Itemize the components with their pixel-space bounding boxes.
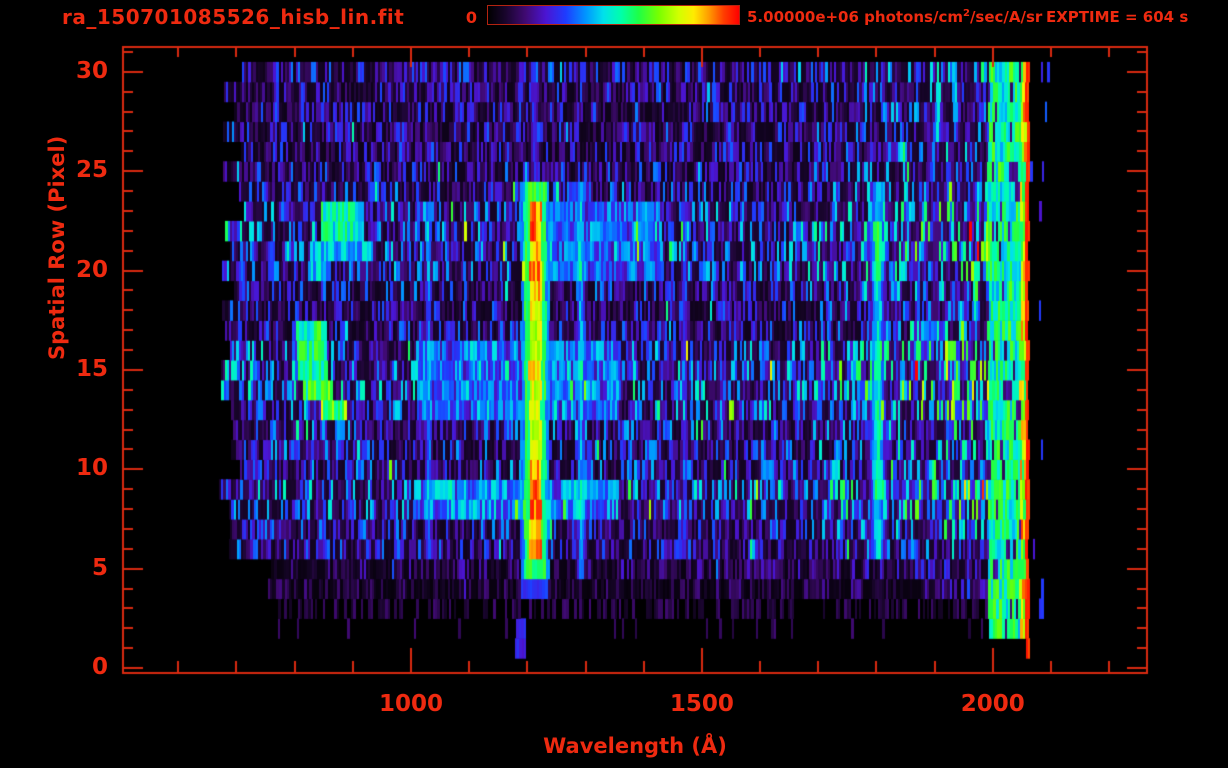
y-tick-label: 30 — [75, 57, 108, 84]
y-tick-label: 5 — [91, 554, 108, 581]
x-tick-label: 1500 — [669, 691, 734, 717]
x-tick-label: 1000 — [378, 691, 443, 717]
colorbar-units-exponent: 2 — [962, 8, 970, 19]
y-tick-label: 20 — [75, 256, 108, 283]
colorbar-units-pre: photons/cm — [858, 8, 963, 26]
y-tick-label: 25 — [75, 157, 108, 184]
colorbar-max-label: 5.00000e+06 photons/cm2/sec/A/sr — [747, 8, 1042, 26]
colorbar-max-value: 5.00000e+06 — [747, 8, 859, 26]
colorbar-min-label: 0 — [465, 8, 477, 27]
colorbar-gradient — [487, 5, 740, 25]
y-tick-label: 15 — [75, 355, 108, 382]
colorbar-units-post: /sec/A/sr — [969, 8, 1043, 26]
x-tick-label: 2000 — [960, 691, 1025, 717]
y-tick-label: 10 — [75, 455, 108, 482]
exptime-label: EXPTIME = 604 s — [1046, 8, 1189, 26]
filename-label: ra_150701085526_hisb_lin.fit — [62, 5, 405, 29]
x-axis-title: Wavelength (Å) — [543, 734, 727, 758]
y-tick-label: 0 — [91, 654, 108, 681]
